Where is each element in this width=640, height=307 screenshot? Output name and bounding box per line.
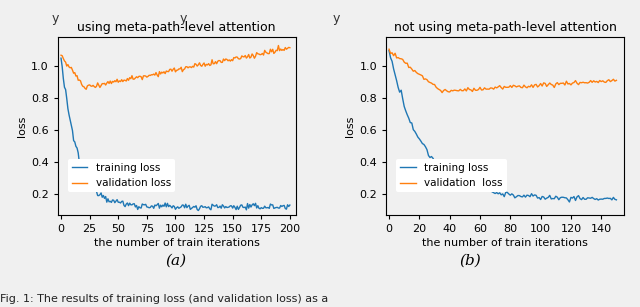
training loss xyxy=(465,183,473,186)
training loss xyxy=(141,203,148,207)
training loss xyxy=(523,193,531,197)
validation  loss xyxy=(609,77,617,81)
validation loss xyxy=(268,50,275,54)
training loss xyxy=(545,196,552,199)
validation  loss xyxy=(385,47,393,51)
training loss xyxy=(609,196,617,199)
training loss xyxy=(286,203,294,207)
Text: y: y xyxy=(333,12,340,25)
X-axis label: the number of train iterations: the number of train iterations xyxy=(93,238,260,248)
Title: using meta-path-level attention: using meta-path-level attention xyxy=(77,21,276,34)
validation loss xyxy=(142,74,150,78)
validation  loss xyxy=(531,83,538,87)
Line: validation loss: validation loss xyxy=(61,45,290,89)
Line: training loss: training loss xyxy=(389,51,616,202)
training loss xyxy=(612,198,620,202)
training loss xyxy=(78,159,86,163)
validation loss xyxy=(78,83,86,86)
validation  loss xyxy=(467,88,475,92)
training loss xyxy=(268,203,275,207)
training loss xyxy=(195,209,202,212)
validation  loss xyxy=(525,84,532,88)
training loss xyxy=(529,194,537,198)
validation loss xyxy=(286,46,294,49)
validation  loss xyxy=(438,91,446,95)
validation  loss xyxy=(497,86,505,89)
validation loss xyxy=(275,44,282,47)
Text: (b): (b) xyxy=(460,254,481,268)
training loss xyxy=(496,191,504,195)
validation  loss xyxy=(612,79,620,82)
Text: y: y xyxy=(179,12,187,25)
Text: Fig. 1: The results of training loss (and validation loss) as a: Fig. 1: The results of training loss (an… xyxy=(0,294,328,304)
Line: validation  loss: validation loss xyxy=(389,49,616,93)
validation loss xyxy=(182,65,189,68)
validation loss xyxy=(154,75,162,79)
training loss xyxy=(57,56,65,60)
training loss xyxy=(180,206,188,210)
training loss xyxy=(58,65,66,68)
Legend: training loss, validation  loss: training loss, validation loss xyxy=(396,159,507,192)
Y-axis label: loss: loss xyxy=(17,115,27,137)
Y-axis label: loss: loss xyxy=(345,115,355,137)
Text: (a): (a) xyxy=(165,254,187,268)
validation loss xyxy=(83,87,90,91)
Title: not using meta-path-level attention: not using meta-path-level attention xyxy=(394,21,616,34)
validation loss xyxy=(57,53,65,57)
validation  loss xyxy=(546,81,554,85)
Legend: training loss, validation loss: training loss, validation loss xyxy=(68,159,175,192)
Text: y: y xyxy=(51,12,59,25)
validation loss xyxy=(58,54,66,58)
training loss xyxy=(566,200,573,204)
X-axis label: the number of train iterations: the number of train iterations xyxy=(422,238,588,248)
training loss xyxy=(385,49,393,52)
Line: training loss: training loss xyxy=(61,58,290,211)
training loss xyxy=(154,203,161,207)
